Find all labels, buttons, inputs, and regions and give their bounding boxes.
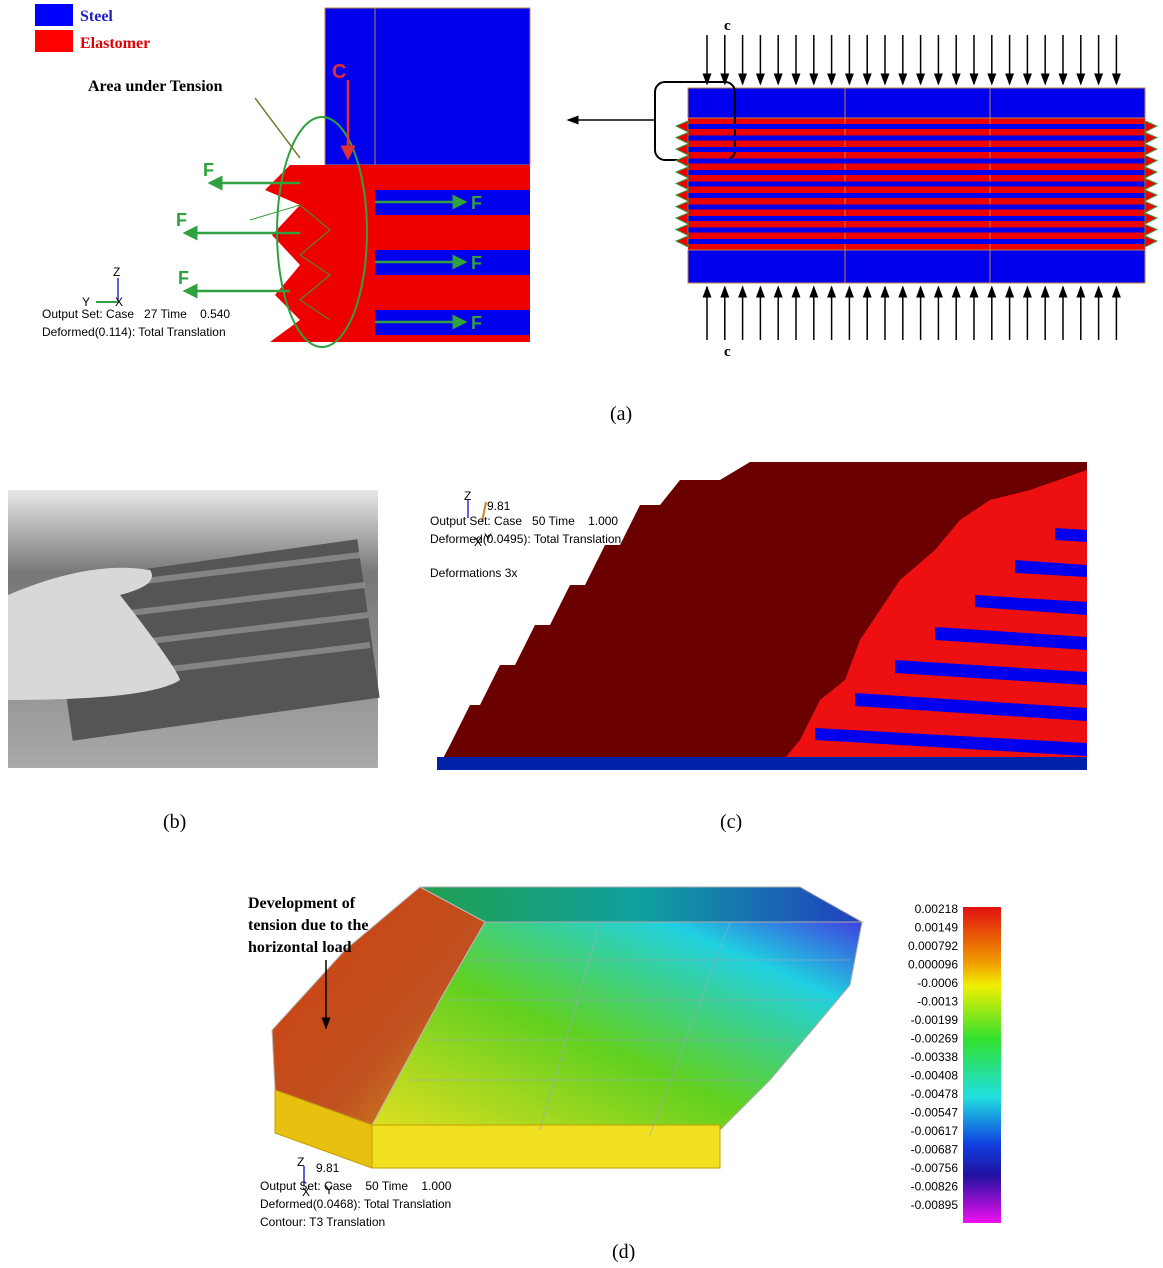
steel-layer (688, 216, 1145, 221)
bulge (1145, 121, 1157, 132)
force-label: F (471, 313, 482, 333)
scale-label: -0.0013 (917, 995, 958, 1009)
bulge (1145, 156, 1157, 167)
load-label: c (724, 344, 731, 360)
scale-label: -0.00826 (911, 1180, 959, 1194)
scale-label: -0.00269 (911, 1032, 959, 1046)
annotation: Area under Tension (88, 78, 223, 95)
bulge (1145, 190, 1157, 201)
deformed: Deformed(0.114): Total Translation (42, 325, 226, 339)
steel-layer (688, 170, 1145, 175)
scale-label: -0.00408 (911, 1069, 959, 1083)
bulge (1145, 202, 1157, 213)
scale-label: -0.00547 (911, 1106, 959, 1120)
output-set: Output Set: Case 50 Time 1.000 (260, 1179, 452, 1193)
gravity: 9.81 (487, 499, 511, 513)
force-label: F (178, 268, 189, 288)
photo (8, 490, 380, 768)
contour: Contour: T3 Translation (260, 1215, 385, 1229)
steel-layer (688, 159, 1145, 164)
output-set: Output Set: Case 50 Time 1.000 (430, 514, 618, 528)
force-label: F (471, 253, 482, 273)
scale-label: -0.00617 (911, 1124, 959, 1138)
scale-label: -0.00478 (911, 1087, 959, 1101)
bulge (676, 156, 688, 167)
steel-layer (688, 193, 1145, 198)
panel-d: Development of tension due to the horizo… (248, 887, 1001, 1229)
bulge (676, 121, 688, 132)
steel-layer (688, 124, 1145, 129)
legend-label: Elastomer (80, 35, 150, 52)
bulge (676, 225, 688, 236)
steel-block (325, 8, 530, 165)
axis-label: Z (297, 1155, 304, 1169)
force-label: F (471, 193, 482, 213)
deformed: Deformed(0.0495): Total Translation (430, 532, 621, 546)
steel-layer (688, 147, 1145, 152)
deformed: Deformed(0.0468): Total Translation (260, 1197, 451, 1211)
bulge (1145, 236, 1157, 247)
bulge (676, 202, 688, 213)
gravity: 9.81 (316, 1161, 340, 1175)
legend-label: Steel (80, 8, 113, 25)
figure: Steel Elastomer Area under Tension C F F… (0, 0, 1163, 1268)
load-label: c (724, 18, 731, 34)
axis-label: Z (464, 489, 471, 503)
bulge (676, 167, 688, 178)
bulge (1145, 133, 1157, 144)
steel-layer (688, 228, 1145, 233)
panel-a-left: Steel Elastomer Area under Tension C F F… (35, 4, 530, 347)
output-set: Output Set: Case 27 Time 0.540 (42, 307, 230, 321)
bulge (676, 179, 688, 190)
scale-label: 0.000792 (908, 939, 958, 953)
legend-swatch (35, 4, 73, 26)
force-label: F (176, 210, 187, 230)
scale-label: 0.00218 (915, 902, 959, 916)
steel-layer (688, 205, 1145, 210)
bulge (676, 236, 688, 247)
load-label: C (332, 61, 346, 83)
axis-label: Z (113, 265, 120, 279)
bulge (676, 190, 688, 201)
scale-label: -0.0006 (917, 976, 958, 990)
scale-label: -0.00338 (911, 1050, 959, 1064)
bulge (1145, 144, 1157, 155)
panel-a-right: c c (568, 18, 1157, 360)
bulge (1145, 225, 1157, 236)
bulge (1145, 213, 1157, 224)
scale-label: -0.00199 (911, 1013, 959, 1027)
panel-c: Z X Y 9.81 Output Set: Case 50 Time 1.00… (430, 462, 1087, 770)
steel-layer (688, 182, 1145, 187)
legend-swatch (35, 30, 73, 52)
caption: (b) (163, 811, 186, 833)
bulge (1145, 179, 1157, 190)
scale-label: -0.00895 (911, 1198, 959, 1212)
scale-label: -0.00756 (911, 1161, 959, 1175)
caption: (a) (610, 403, 632, 425)
scale-label: -0.00687 (911, 1143, 959, 1157)
bulge (1145, 167, 1157, 178)
steel-layer (688, 239, 1145, 244)
bulge (676, 213, 688, 224)
caption: (d) (612, 1241, 635, 1263)
scale-label: 0.00149 (915, 921, 959, 935)
steel-layer (688, 136, 1145, 141)
force-label: F (203, 160, 214, 180)
bulge (676, 144, 688, 155)
caption: (c) (720, 811, 742, 833)
bulge (676, 133, 688, 144)
color-bar (963, 907, 1001, 1223)
note: Deformations 3x (430, 566, 517, 580)
scale-label: 0.000096 (908, 958, 958, 972)
